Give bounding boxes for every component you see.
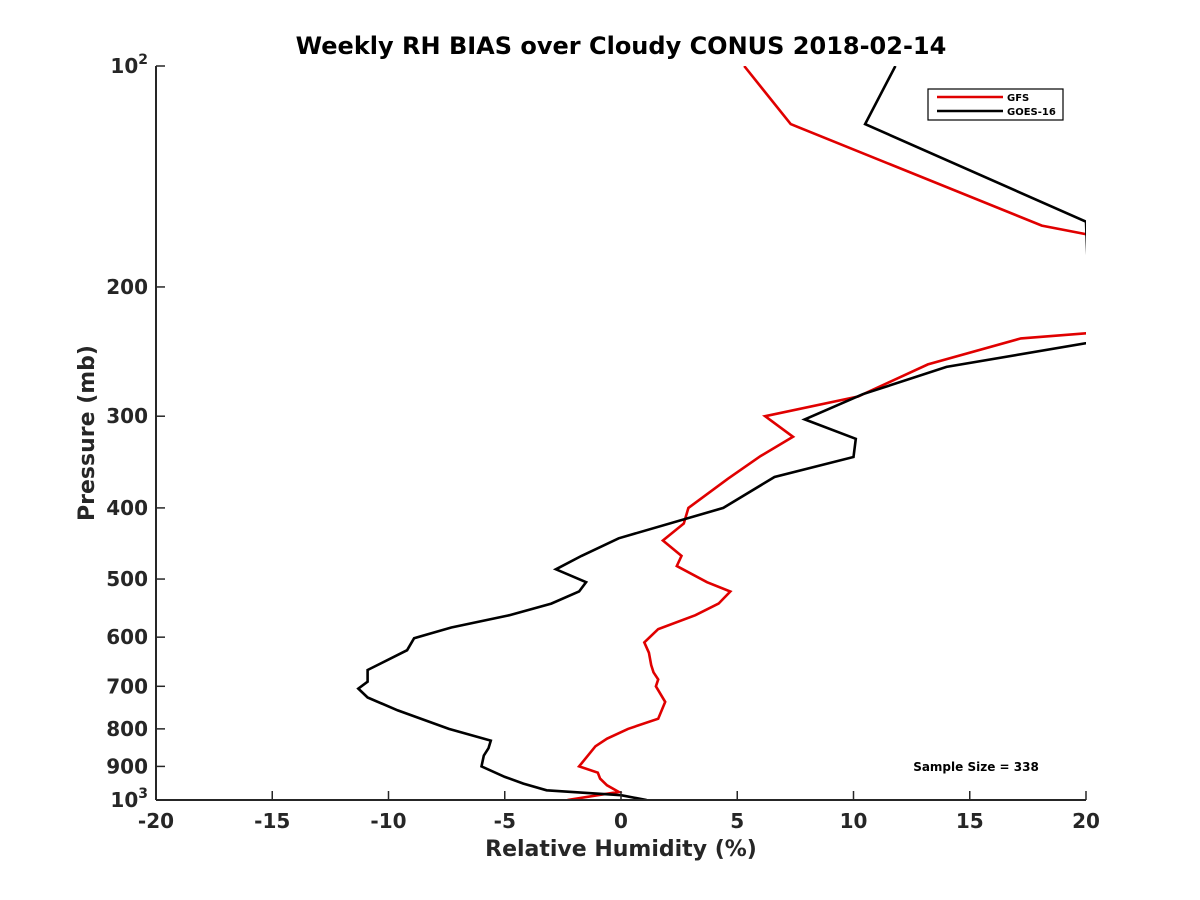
x-axis-label: Relative Humidity (%) — [485, 837, 757, 862]
x-tick-label: -5 — [494, 809, 516, 833]
y-axis-label: Pressure (mb) — [75, 345, 100, 521]
y-tick-label: 103 — [110, 786, 148, 812]
x-ticks-group: -20 -15 -10 -5 0 5 10 15 20 — [138, 791, 1100, 833]
series-line-goes16 — [356, 66, 1086, 800]
y-tick-label: 600 — [106, 625, 148, 649]
legend: GFS GOES-16 — [927, 88, 1064, 121]
y-tick-label: 102 — [110, 52, 148, 78]
y-tick-label: 400 — [106, 496, 148, 520]
sample-size-annotation: Sample Size = 338 — [913, 760, 1039, 774]
y-ticks-group: 102 200 300 400 500 600 700 800 900 103 — [106, 52, 165, 812]
y-tick-label: 800 — [106, 717, 148, 741]
legend-label-gfs: GFS — [1007, 93, 1029, 104]
y-tick-label: 700 — [106, 674, 148, 698]
x-tick-label: 0 — [614, 809, 628, 833]
y-tick-label: 500 — [106, 567, 148, 591]
x-tick-label: 5 — [730, 809, 744, 833]
x-tick-label: -15 — [254, 809, 290, 833]
x-tick-label: -10 — [370, 809, 406, 833]
y-tick-label: 200 — [106, 275, 148, 299]
x-tick-label: -20 — [138, 809, 174, 833]
y-tick-label: 300 — [106, 404, 148, 428]
legend-box — [927, 88, 1064, 121]
x-tick-label: 15 — [956, 809, 984, 833]
legend-label-goes16: GOES-16 — [1007, 107, 1056, 118]
series-line-gfs — [567, 66, 1086, 800]
x-tick-label: 20 — [1072, 809, 1100, 833]
y-tick-label: 900 — [106, 754, 148, 778]
x-tick-label: 10 — [840, 809, 868, 833]
plot-series-group — [356, 66, 1086, 800]
chart-title: Weekly RH BIAS over Cloudy CONUS 2018-02… — [296, 32, 947, 60]
